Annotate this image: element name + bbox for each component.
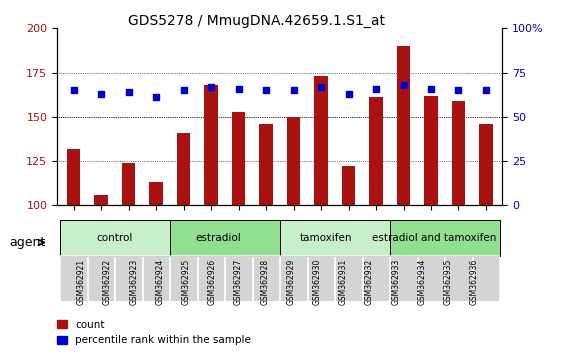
- Point: [151, 95, 160, 100]
- FancyBboxPatch shape: [390, 220, 500, 256]
- Bar: [149, 182, 163, 205]
- Text: tamoxifen: tamoxifen: [299, 233, 352, 243]
- FancyBboxPatch shape: [170, 220, 280, 256]
- Text: GSM362930: GSM362930: [313, 258, 321, 305]
- Point: [481, 87, 490, 93]
- FancyBboxPatch shape: [308, 255, 334, 301]
- Point: [454, 87, 463, 93]
- Point: [344, 91, 353, 97]
- Bar: [287, 117, 300, 205]
- Point: [234, 86, 243, 91]
- FancyBboxPatch shape: [473, 255, 499, 301]
- Bar: [424, 96, 438, 205]
- Text: GSM362934: GSM362934: [417, 258, 427, 305]
- Text: GDS5278 / MmugDNA.42659.1.S1_at: GDS5278 / MmugDNA.42659.1.S1_at: [128, 14, 385, 28]
- Bar: [259, 124, 273, 205]
- Bar: [67, 149, 81, 205]
- Bar: [204, 85, 218, 205]
- Point: [69, 87, 78, 93]
- FancyBboxPatch shape: [253, 255, 279, 301]
- Point: [372, 86, 381, 91]
- Bar: [232, 112, 246, 205]
- Bar: [341, 166, 355, 205]
- Bar: [122, 163, 135, 205]
- Legend: count, percentile rank within the sample: count, percentile rank within the sample: [57, 320, 251, 345]
- Text: GSM362922: GSM362922: [103, 258, 112, 304]
- FancyBboxPatch shape: [391, 255, 417, 301]
- Bar: [397, 46, 411, 205]
- Bar: [452, 101, 465, 205]
- Point: [124, 89, 133, 95]
- Text: GSM362931: GSM362931: [339, 258, 348, 305]
- Text: GSM362933: GSM362933: [391, 258, 400, 305]
- Text: GSM362932: GSM362932: [365, 258, 374, 305]
- Text: GSM362936: GSM362936: [470, 258, 479, 305]
- Point: [316, 84, 325, 90]
- Text: GSM362923: GSM362923: [129, 258, 138, 305]
- FancyBboxPatch shape: [363, 255, 389, 301]
- Point: [289, 87, 298, 93]
- Point: [427, 86, 436, 91]
- Point: [96, 91, 106, 97]
- Point: [262, 87, 271, 93]
- FancyBboxPatch shape: [418, 255, 444, 301]
- FancyBboxPatch shape: [61, 255, 87, 301]
- Text: estradiol and tamoxifen: estradiol and tamoxifen: [372, 233, 497, 243]
- FancyBboxPatch shape: [88, 255, 114, 301]
- FancyBboxPatch shape: [280, 255, 307, 301]
- Bar: [369, 97, 383, 205]
- FancyBboxPatch shape: [170, 255, 197, 301]
- Bar: [479, 124, 493, 205]
- Point: [179, 87, 188, 93]
- FancyBboxPatch shape: [445, 255, 472, 301]
- Text: GSM362921: GSM362921: [77, 258, 86, 304]
- FancyBboxPatch shape: [115, 255, 142, 301]
- Text: GSM362926: GSM362926: [208, 258, 217, 305]
- FancyBboxPatch shape: [198, 255, 224, 301]
- Point: [207, 84, 216, 90]
- Text: GSM362924: GSM362924: [155, 258, 164, 305]
- FancyBboxPatch shape: [280, 220, 390, 256]
- Text: GSM362925: GSM362925: [182, 258, 191, 305]
- Point: [399, 82, 408, 88]
- Bar: [314, 76, 328, 205]
- Text: estradiol: estradiol: [195, 233, 241, 243]
- Bar: [176, 133, 191, 205]
- Text: GSM362929: GSM362929: [287, 258, 296, 305]
- FancyBboxPatch shape: [226, 255, 252, 301]
- Text: control: control: [96, 233, 133, 243]
- FancyBboxPatch shape: [335, 255, 361, 301]
- FancyBboxPatch shape: [60, 220, 170, 256]
- Text: GSM362928: GSM362928: [260, 258, 270, 304]
- Text: agent: agent: [10, 236, 46, 249]
- Text: GSM362935: GSM362935: [444, 258, 453, 305]
- FancyBboxPatch shape: [143, 255, 169, 301]
- Bar: [94, 195, 108, 205]
- Text: GSM362927: GSM362927: [234, 258, 243, 305]
